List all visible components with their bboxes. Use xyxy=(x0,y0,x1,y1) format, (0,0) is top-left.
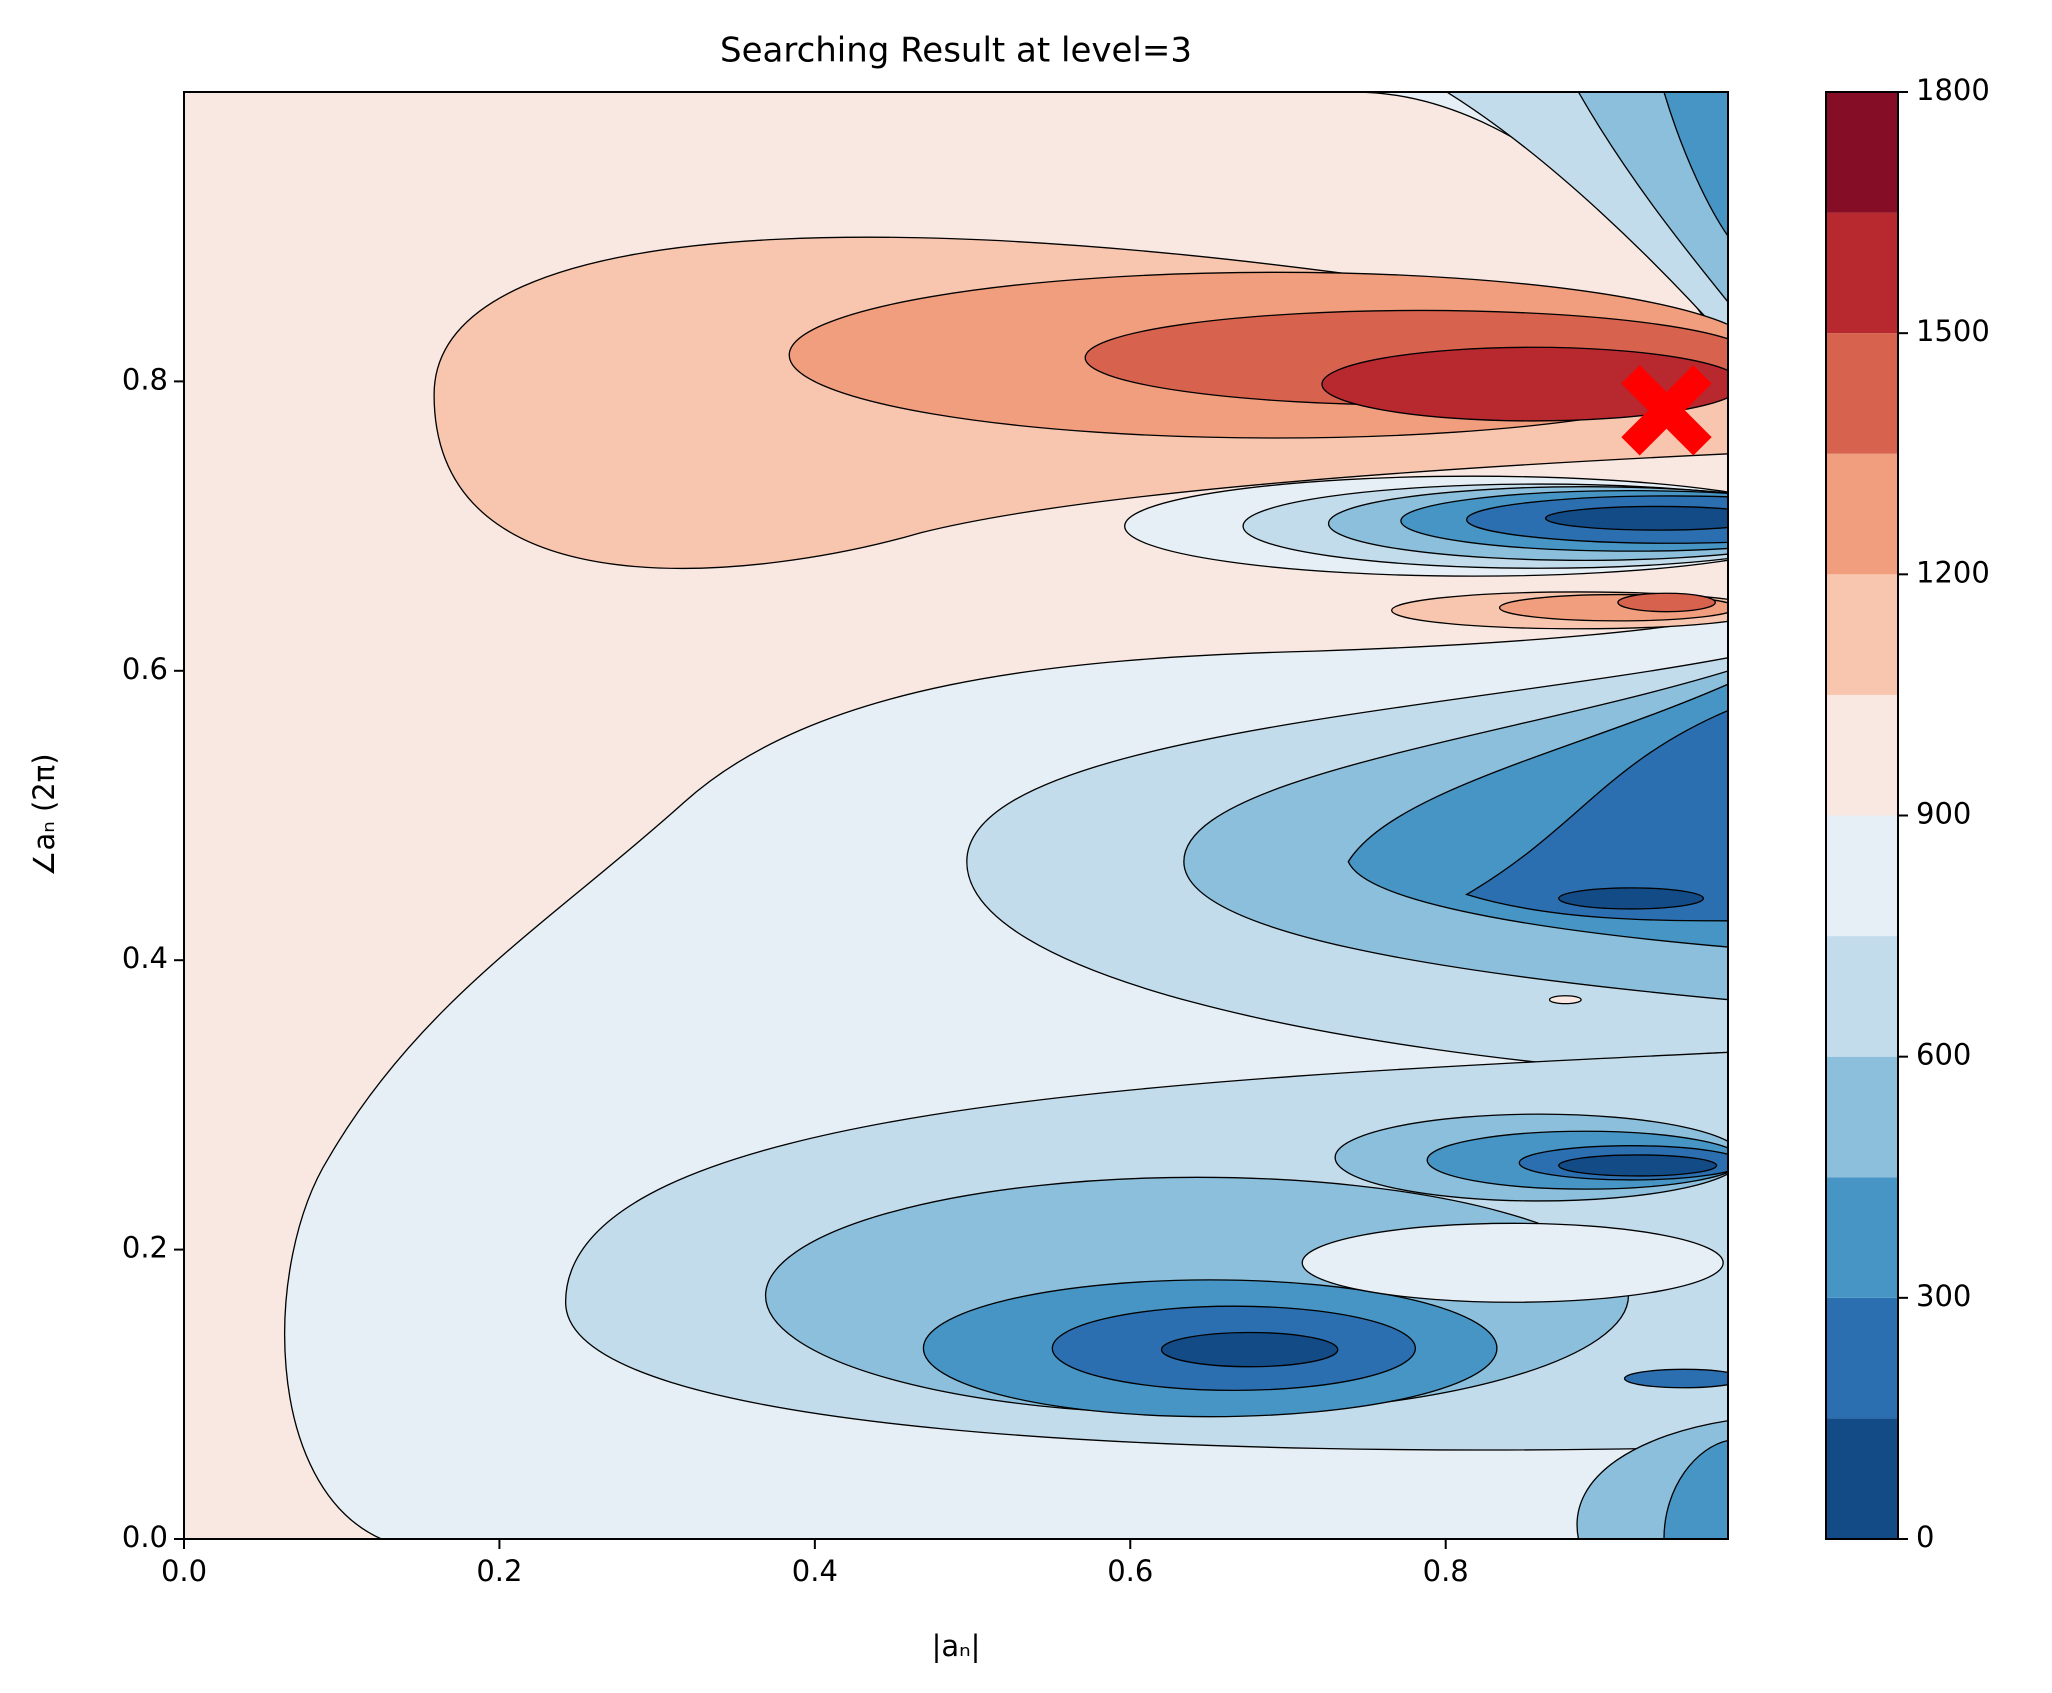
y-tick-label: 0.0 xyxy=(122,1520,168,1554)
x-tick-label: 0.6 xyxy=(1107,1554,1153,1588)
contour-region xyxy=(1548,995,1582,1005)
colorbar-segment xyxy=(1826,1056,1898,1178)
colorbar-segment xyxy=(1826,694,1898,816)
contour-region xyxy=(1544,505,1729,531)
y-tick-label: 0.6 xyxy=(122,652,168,686)
x-tick-label: 0.8 xyxy=(1423,1554,1469,1588)
contour-region xyxy=(1160,1331,1339,1368)
colorbar-tick-label: 1500 xyxy=(1916,314,1990,348)
colorbar-tick-label: 1800 xyxy=(1916,73,1990,107)
contour-region xyxy=(1321,346,1729,422)
colorbar-segment xyxy=(1826,1418,1898,1539)
x-tick-label: 0.2 xyxy=(476,1554,522,1588)
colorbar-segment xyxy=(1826,1177,1898,1298)
optimum-marker xyxy=(1621,365,1712,456)
colorbar-segment xyxy=(1826,936,1898,1057)
y-axis-label: ∠aₙ (2π) xyxy=(27,753,61,876)
x-axis-label: |aₙ| xyxy=(932,1629,981,1663)
colorbar-segment xyxy=(1826,453,1898,575)
contour-region xyxy=(1558,1154,1718,1177)
colorbar-segment xyxy=(1826,92,1898,213)
colorbar-tick-label: 600 xyxy=(1916,1038,1971,1072)
colorbar-segment xyxy=(1826,212,1898,334)
x-tick-label: 0.4 xyxy=(792,1554,838,1588)
x-tick-label: 0.0 xyxy=(161,1554,207,1588)
colorbar-segment xyxy=(1826,815,1898,937)
y-tick-label: 0.4 xyxy=(122,941,168,975)
contour-field xyxy=(184,92,1729,1540)
contour-region xyxy=(1623,1368,1729,1389)
colorbar-segment xyxy=(1826,333,1898,454)
y-tick-label: 0.2 xyxy=(122,1231,168,1265)
contour-region xyxy=(1465,709,1729,922)
chart-title: Searching Result at level=3 xyxy=(720,31,1192,71)
colorbar-tick-label: 1200 xyxy=(1916,555,1990,589)
colorbar-tick-label: 0 xyxy=(1916,1520,1934,1554)
colorbar-tick-label: 300 xyxy=(1916,1279,1971,1313)
colorbar-segment xyxy=(1826,1297,1898,1419)
contour-region xyxy=(1301,1222,1724,1303)
colorbar-tick-label: 900 xyxy=(1916,797,1971,831)
contour-region xyxy=(1617,592,1716,613)
y-tick-label: 0.8 xyxy=(122,362,168,396)
plot-frame xyxy=(183,91,1729,1540)
contour-region xyxy=(1558,887,1705,910)
colorbar-segment xyxy=(1826,574,1898,695)
